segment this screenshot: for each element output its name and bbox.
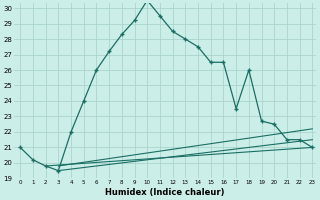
- X-axis label: Humidex (Indice chaleur): Humidex (Indice chaleur): [105, 188, 225, 197]
